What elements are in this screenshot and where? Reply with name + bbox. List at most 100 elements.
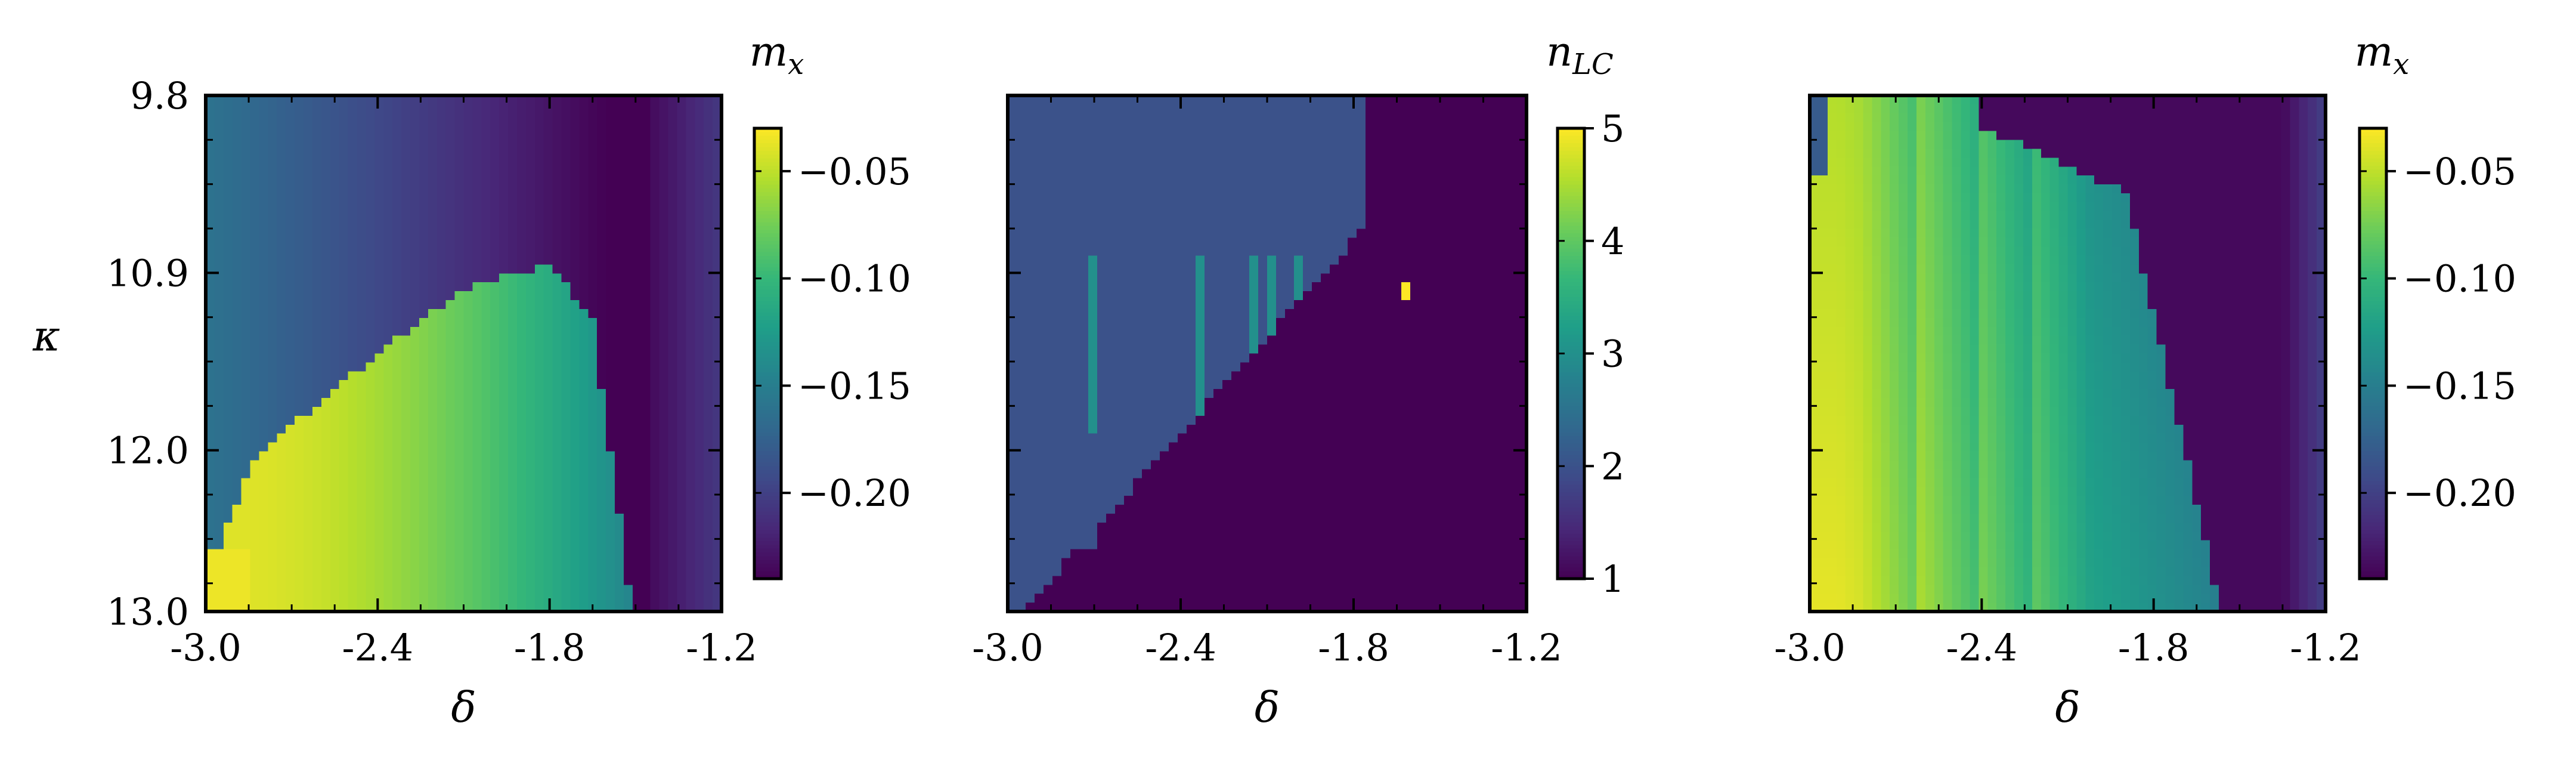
heatmap-cell bbox=[1419, 149, 1429, 158]
heatmap-cell bbox=[463, 603, 473, 612]
heatmap-cell bbox=[366, 389, 375, 399]
heatmap-cell bbox=[1196, 228, 1205, 239]
heatmap-cell bbox=[463, 576, 473, 585]
heatmap-cell bbox=[286, 104, 295, 114]
heatmap-cell bbox=[223, 389, 233, 399]
heatmap-cell bbox=[1383, 113, 1393, 123]
heatmap-cell bbox=[1357, 255, 1366, 265]
heatmap-cell bbox=[597, 487, 606, 496]
heatmap-cell bbox=[632, 300, 642, 310]
heatmap-cell bbox=[330, 140, 340, 150]
heatmap-cell bbox=[632, 344, 642, 354]
heatmap-cell bbox=[348, 585, 358, 594]
heatmap-cell bbox=[1169, 158, 1178, 167]
heatmap-cell bbox=[463, 184, 473, 194]
heatmap-cell bbox=[1133, 255, 1143, 265]
heatmap-cell bbox=[295, 184, 304, 194]
heatmap-cell bbox=[490, 398, 500, 407]
heatmap-cell bbox=[659, 585, 669, 594]
heatmap-cell bbox=[1374, 282, 1384, 292]
heatmap-cell bbox=[588, 496, 597, 505]
heatmap-cell bbox=[214, 513, 224, 523]
heatmap-cell bbox=[445, 460, 456, 470]
heatmap-cell bbox=[436, 567, 447, 576]
colorbar-segment bbox=[754, 203, 781, 208]
heatmap-cell bbox=[295, 193, 304, 203]
heatmap-cell bbox=[561, 585, 571, 594]
heatmap-cell bbox=[1500, 113, 1509, 123]
heatmap-cell bbox=[1482, 175, 1491, 185]
heatmap-cell bbox=[321, 513, 331, 523]
heatmap-cell bbox=[312, 513, 322, 523]
heatmap-cell bbox=[588, 415, 597, 425]
heatmap-cell bbox=[1213, 122, 1223, 132]
heatmap-cell bbox=[1035, 308, 1044, 319]
heatmap-cell bbox=[383, 371, 393, 381]
heatmap-cell bbox=[1205, 264, 1214, 274]
heatmap-cell bbox=[1294, 193, 1304, 203]
heatmap-cell bbox=[1267, 113, 1277, 123]
heatmap-cell bbox=[650, 469, 660, 478]
heatmap-cell bbox=[401, 95, 411, 105]
heatmap-cell bbox=[214, 326, 224, 336]
heatmap-cell bbox=[508, 549, 518, 559]
heatmap-cell bbox=[1312, 184, 1321, 194]
heatmap-cell bbox=[392, 326, 402, 336]
heatmap-cell bbox=[588, 478, 597, 487]
heatmap-cell bbox=[570, 522, 580, 532]
heatmap-cell bbox=[508, 424, 518, 434]
heatmap-cell bbox=[312, 398, 322, 407]
heatmap-cell bbox=[223, 202, 233, 212]
heatmap-cell bbox=[1240, 282, 1250, 292]
heatmap-cell bbox=[650, 158, 660, 167]
heatmap-cell bbox=[623, 549, 633, 559]
heatmap-cell bbox=[1419, 158, 1429, 167]
heatmap-cell bbox=[606, 228, 615, 239]
heatmap-cell bbox=[454, 228, 465, 239]
heatmap-cell bbox=[392, 291, 402, 301]
heatmap-cell bbox=[615, 469, 624, 478]
heatmap-cell bbox=[428, 460, 438, 470]
heatmap-cell bbox=[543, 478, 553, 487]
heatmap-cell bbox=[1374, 237, 1384, 248]
heatmap-cell bbox=[606, 567, 615, 576]
heatmap-cell bbox=[516, 95, 527, 105]
heatmap-cell bbox=[623, 478, 633, 487]
heatmap-cell bbox=[695, 149, 704, 158]
heatmap-cell bbox=[232, 406, 242, 416]
heatmap-cell bbox=[268, 371, 277, 381]
heatmap-cell bbox=[543, 228, 553, 239]
heatmap-cell bbox=[668, 487, 678, 496]
heatmap-cell bbox=[632, 158, 642, 167]
heatmap-cell bbox=[525, 104, 535, 114]
heatmap-cell bbox=[623, 460, 633, 470]
heatmap-cell bbox=[1294, 184, 1304, 194]
heatmap-cell bbox=[606, 469, 615, 478]
heatmap-cell bbox=[1115, 184, 1125, 194]
heatmap-cell bbox=[1348, 140, 1357, 150]
heatmap-cell bbox=[428, 291, 438, 301]
heatmap-cell bbox=[499, 166, 509, 176]
heatmap-cell bbox=[304, 113, 313, 123]
heatmap-cell bbox=[277, 487, 286, 496]
heatmap-cell bbox=[686, 424, 695, 434]
heatmap-cell bbox=[1124, 273, 1134, 283]
heatmap-cell bbox=[561, 380, 571, 390]
heatmap-cell bbox=[1178, 228, 1187, 239]
heatmap-cell bbox=[383, 202, 393, 212]
heatmap-cell bbox=[1366, 104, 1375, 114]
heatmap-cell bbox=[570, 505, 580, 514]
heatmap-cell bbox=[1151, 95, 1160, 105]
heatmap-cell bbox=[374, 228, 384, 239]
heatmap-cell bbox=[259, 317, 268, 328]
heatmap-cell bbox=[339, 291, 349, 301]
heatmap-cell bbox=[579, 317, 589, 328]
heatmap-cell bbox=[659, 478, 669, 487]
heatmap-cell bbox=[1115, 300, 1125, 310]
heatmap-cell bbox=[1383, 104, 1393, 114]
heatmap-cell bbox=[366, 113, 375, 123]
heatmap-cell bbox=[250, 122, 260, 132]
heatmap-cell bbox=[1035, 273, 1044, 283]
heatmap-cell bbox=[686, 166, 695, 176]
heatmap-cell bbox=[410, 166, 420, 176]
